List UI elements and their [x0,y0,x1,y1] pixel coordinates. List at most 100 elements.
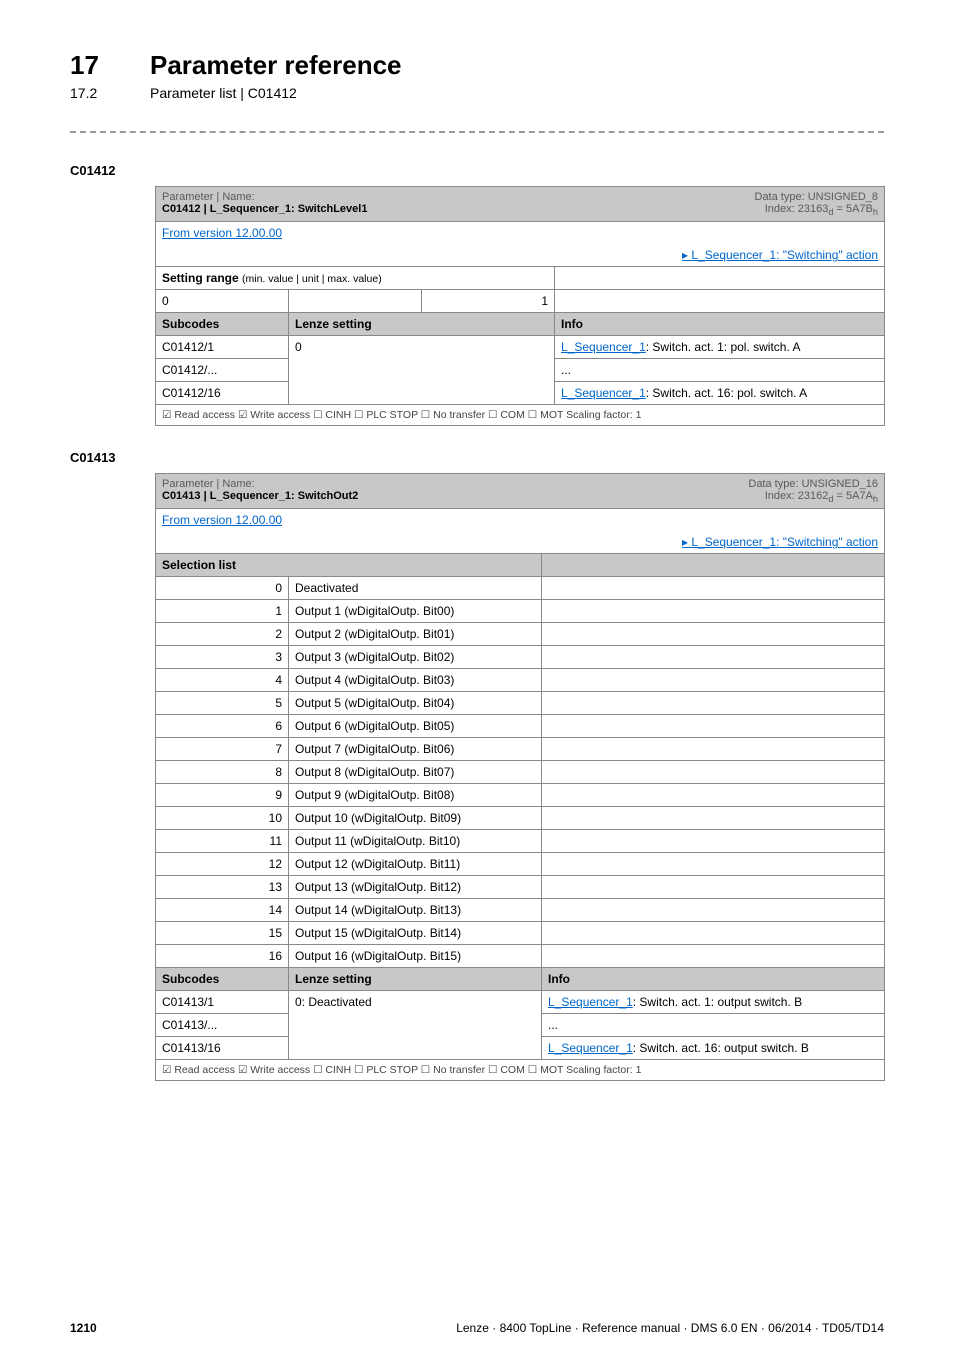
option-empty [542,761,885,784]
option-empty [542,646,885,669]
option-empty [542,692,885,715]
param-code-c01412: C01412 [70,163,884,178]
param-code-c01413: C01413 [70,450,884,465]
option-number: 2 [156,623,289,646]
index: Index: 23163d = 5A7Bh [755,203,879,217]
subcode-cell: C01413/1 [156,991,289,1014]
option-number: 9 [156,784,289,807]
setting-range-label: Setting range [162,271,242,285]
param-name: C01412 | L_Sequencer_1: SwitchLevel1 [162,203,367,215]
option-number: 14 [156,899,289,922]
access-info: ☑ Read access ☑ Write access ☐ CINH ☐ PL… [156,405,885,426]
option-label: Output 5 (wDigitalOutp. Bit04) [289,692,542,715]
option-label: Output 10 (wDigitalOutp. Bit09) [289,807,542,830]
subcode-cell: C01412/16 [156,382,289,405]
param-name: C01413 | L_Sequencer_1: SwitchOut2 [162,490,358,502]
info-text: : Switch. act. 1: output switch. B [633,995,802,1009]
section-number: 17.2 [70,85,120,101]
option-number: 5 [156,692,289,715]
option-empty [542,876,885,899]
info-text: : Switch. act. 1: pol. switch. A [646,340,801,354]
switching-action-link[interactable]: L_Sequencer_1: "Switching" action [682,248,878,262]
datatype: Data type: UNSIGNED_16 [748,478,878,490]
option-number: 8 [156,761,289,784]
option-empty [542,830,885,853]
info-header: Info [555,313,885,336]
info-link[interactable]: L_Sequencer_1 [548,995,633,1009]
subcodes-header: Subcodes [156,968,289,991]
info-text: ... [555,359,885,382]
option-number: 4 [156,669,289,692]
option-empty [542,853,885,876]
lenze-value: 0 [289,336,555,405]
subcode-cell: C01413/16 [156,1037,289,1060]
option-label: Output 14 (wDigitalOutp. Bit13) [289,899,542,922]
footer-text: Lenze · 8400 TopLine · Reference manual … [456,1321,884,1335]
table-c01413: Parameter | Name: C01413 | L_Sequencer_1… [155,473,885,1081]
chapter-title: Parameter reference [150,50,402,81]
version-link[interactable]: From version 12.00.00 [162,513,282,527]
info-text: : Switch. act. 16: output switch. B [633,1041,809,1055]
option-label: Output 2 (wDigitalOutp. Bit01) [289,623,542,646]
option-number: 3 [156,646,289,669]
option-label: Output 7 (wDigitalOutp. Bit06) [289,738,542,761]
page-number: 1210 [70,1321,97,1335]
info-header: Info [542,968,885,991]
switching-action-link[interactable]: L_Sequencer_1: "Switching" action [682,535,878,549]
option-empty [542,807,885,830]
selection-list-header: Selection list [156,554,542,577]
option-empty [542,738,885,761]
lenze-value: 0: Deactivated [289,991,542,1060]
option-number: 11 [156,830,289,853]
info-link[interactable]: L_Sequencer_1 [561,340,646,354]
datatype: Data type: UNSIGNED_8 [755,191,879,203]
option-label: Output 4 (wDigitalOutp. Bit03) [289,669,542,692]
option-number: 15 [156,922,289,945]
info-text: : Switch. act. 16: pol. switch. A [646,386,807,400]
option-number: 13 [156,876,289,899]
option-number: 6 [156,715,289,738]
info-link[interactable]: L_Sequencer_1 [561,386,646,400]
min-value: 0 [156,290,289,313]
option-empty [542,945,885,968]
option-label: Output 1 (wDigitalOutp. Bit00) [289,600,542,623]
access-info: ☑ Read access ☑ Write access ☐ CINH ☐ PL… [156,1060,885,1081]
option-empty [542,922,885,945]
option-empty [542,577,885,600]
version-link[interactable]: From version 12.00.00 [162,226,282,240]
option-number: 10 [156,807,289,830]
option-number: 12 [156,853,289,876]
option-label: Output 3 (wDigitalOutp. Bit02) [289,646,542,669]
chapter-number: 17 [70,50,120,81]
lenze-setting-header: Lenze setting [289,313,555,336]
table-c01412: Parameter | Name: C01412 | L_Sequencer_1… [155,186,885,426]
option-empty [542,669,885,692]
info-text: ... [542,1014,885,1037]
option-label: Output 13 (wDigitalOutp. Bit12) [289,876,542,899]
index: Index: 23162d = 5A7Ah [748,490,878,504]
divider [70,131,884,133]
param-label: Parameter | Name: [162,478,358,490]
option-empty [542,623,885,646]
option-label: Output 16 (wDigitalOutp. Bit15) [289,945,542,968]
option-empty [542,784,885,807]
subcode-cell: C01412/1 [156,336,289,359]
option-label: Output 6 (wDigitalOutp. Bit05) [289,715,542,738]
info-link[interactable]: L_Sequencer_1 [548,1041,633,1055]
option-number: 1 [156,600,289,623]
param-label: Parameter | Name: [162,191,367,203]
max-value: 1 [422,290,555,313]
option-label: Output 8 (wDigitalOutp. Bit07) [289,761,542,784]
option-label: Output 12 (wDigitalOutp. Bit11) [289,853,542,876]
option-label: Output 9 (wDigitalOutp. Bit08) [289,784,542,807]
section-title: Parameter list | C01412 [150,85,297,101]
option-label: Deactivated [289,577,542,600]
subcodes-header: Subcodes [156,313,289,336]
option-label: Output 11 (wDigitalOutp. Bit10) [289,830,542,853]
option-number: 0 [156,577,289,600]
option-label: Output 15 (wDigitalOutp. Bit14) [289,922,542,945]
subcode-cell: C01413/... [156,1014,289,1037]
option-number: 7 [156,738,289,761]
option-empty [542,600,885,623]
subcode-cell: C01412/... [156,359,289,382]
